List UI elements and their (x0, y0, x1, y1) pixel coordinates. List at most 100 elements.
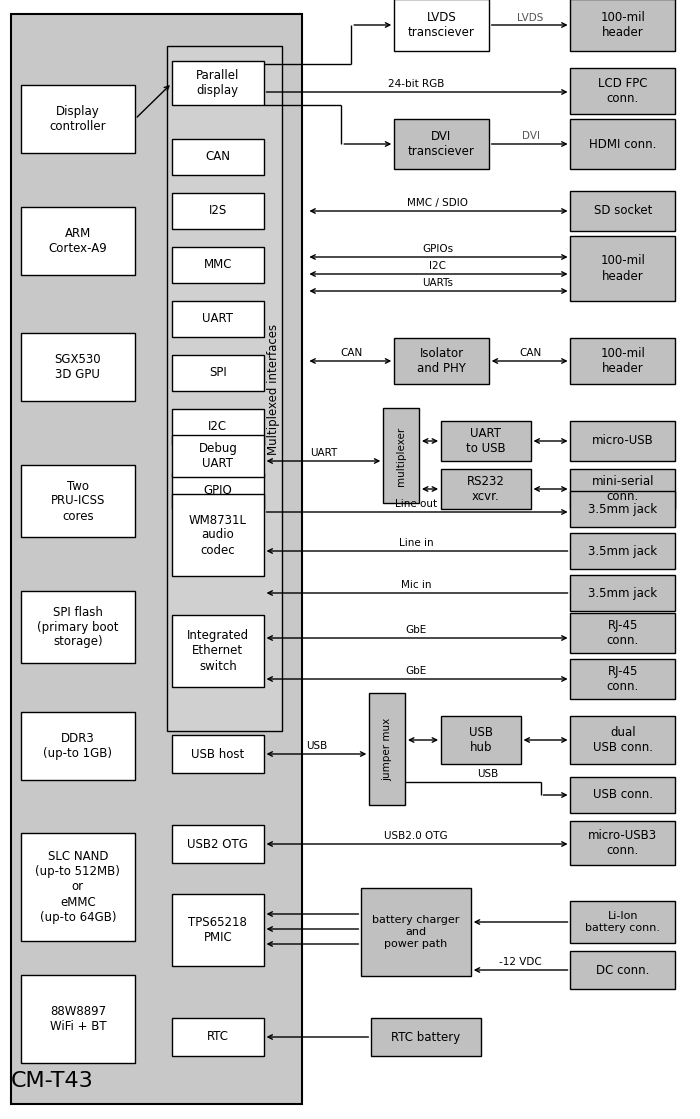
FancyBboxPatch shape (570, 236, 675, 301)
Text: RTC: RTC (206, 1031, 229, 1044)
Text: 100-mil
header: 100-mil header (601, 347, 645, 375)
Text: I2C: I2C (430, 261, 447, 271)
Text: Debug
UART: Debug UART (198, 442, 237, 470)
Text: USB: USB (477, 769, 498, 779)
Text: SLC NAND
(up-to 512MB)
or
eMMC
(up-to 64GB): SLC NAND (up-to 512MB) or eMMC (up-to 64… (36, 850, 120, 923)
FancyBboxPatch shape (570, 191, 675, 231)
FancyBboxPatch shape (172, 473, 264, 509)
Text: I2C: I2C (209, 421, 228, 433)
FancyBboxPatch shape (394, 338, 489, 384)
Text: DC conn.: DC conn. (596, 963, 650, 977)
FancyBboxPatch shape (371, 1018, 481, 1056)
FancyBboxPatch shape (20, 207, 135, 275)
FancyBboxPatch shape (172, 615, 264, 687)
Text: GPIO: GPIO (204, 485, 232, 498)
Text: USB host: USB host (191, 747, 244, 761)
FancyBboxPatch shape (10, 15, 302, 1104)
FancyBboxPatch shape (172, 301, 264, 337)
FancyBboxPatch shape (570, 716, 675, 764)
FancyBboxPatch shape (20, 591, 135, 662)
FancyBboxPatch shape (20, 975, 135, 1063)
Text: Display
controller: Display controller (50, 105, 106, 133)
Text: micro-USB3
conn.: micro-USB3 conn. (588, 829, 657, 857)
FancyBboxPatch shape (20, 712, 135, 780)
Text: Li-Ion
battery conn.: Li-Ion battery conn. (585, 911, 660, 933)
Text: MMC: MMC (204, 258, 232, 272)
FancyBboxPatch shape (383, 408, 419, 504)
Text: 24-bit RGB: 24-bit RGB (388, 79, 444, 90)
FancyBboxPatch shape (172, 410, 264, 445)
Text: battery charger
and
power path: battery charger and power path (372, 915, 460, 949)
FancyBboxPatch shape (441, 421, 531, 461)
Text: 100-mil
header: 100-mil header (601, 11, 645, 39)
FancyBboxPatch shape (369, 693, 405, 805)
FancyBboxPatch shape (570, 421, 675, 461)
Text: USB
hub: USB hub (469, 726, 493, 754)
FancyBboxPatch shape (172, 735, 264, 773)
Text: SD socket: SD socket (594, 205, 652, 217)
Text: mini-serial
conn.: mini-serial conn. (592, 474, 654, 504)
FancyBboxPatch shape (172, 247, 264, 283)
FancyBboxPatch shape (172, 825, 264, 863)
FancyBboxPatch shape (172, 62, 264, 105)
FancyBboxPatch shape (20, 466, 135, 537)
Text: UART: UART (310, 448, 337, 458)
FancyBboxPatch shape (394, 119, 489, 169)
Text: USB2.0 OTG: USB2.0 OTG (384, 831, 448, 841)
FancyBboxPatch shape (570, 491, 675, 527)
Text: LVDS: LVDS (517, 13, 544, 23)
Text: multiplexer: multiplexer (396, 426, 406, 486)
Text: micro-USB: micro-USB (592, 434, 654, 448)
Text: GbE: GbE (405, 666, 427, 676)
Text: Isolator
and PHY: Isolator and PHY (417, 347, 466, 375)
Text: DDR3
(up-to 1GB): DDR3 (up-to 1GB) (43, 732, 112, 760)
FancyBboxPatch shape (570, 533, 675, 568)
Text: 88W8897
WiFi + BT: 88W8897 WiFi + BT (50, 1005, 106, 1033)
FancyBboxPatch shape (172, 1018, 264, 1056)
FancyBboxPatch shape (441, 469, 531, 509)
Text: CAN: CAN (519, 348, 542, 358)
FancyBboxPatch shape (167, 46, 281, 731)
Text: GbE: GbE (405, 626, 427, 634)
Text: CAN: CAN (205, 150, 230, 163)
Text: LVDS
transciever: LVDS transciever (408, 11, 475, 39)
Text: SPI flash
(primary boot
storage): SPI flash (primary boot storage) (37, 605, 118, 649)
FancyBboxPatch shape (570, 119, 675, 169)
Text: Multiplexed interfaces: Multiplexed interfaces (267, 323, 280, 454)
FancyBboxPatch shape (570, 68, 675, 114)
FancyBboxPatch shape (172, 355, 264, 391)
Text: SPI: SPI (209, 367, 227, 379)
Text: USB: USB (306, 741, 327, 751)
FancyBboxPatch shape (361, 888, 471, 976)
FancyBboxPatch shape (570, 613, 675, 653)
FancyBboxPatch shape (570, 821, 675, 865)
FancyBboxPatch shape (570, 338, 675, 384)
Text: RTC battery: RTC battery (391, 1031, 461, 1044)
Text: UARTs: UARTs (423, 278, 454, 288)
Text: 100-mil
header: 100-mil header (601, 254, 645, 282)
FancyBboxPatch shape (441, 716, 521, 764)
FancyBboxPatch shape (570, 951, 675, 989)
Text: I2S: I2S (209, 205, 227, 217)
FancyBboxPatch shape (570, 901, 675, 943)
Text: DVI
transciever: DVI transciever (408, 130, 475, 158)
FancyBboxPatch shape (172, 435, 264, 477)
FancyBboxPatch shape (570, 777, 675, 814)
Text: jumper mux: jumper mux (382, 717, 392, 781)
FancyBboxPatch shape (20, 833, 135, 941)
Text: UART: UART (202, 312, 233, 326)
Text: CAN: CAN (340, 348, 363, 358)
Text: Parallel
display: Parallel display (196, 69, 239, 97)
Text: ARM
Cortex-A9: ARM Cortex-A9 (48, 227, 107, 255)
Text: SGX530
3D GPU: SGX530 3D GPU (55, 352, 102, 380)
Text: Integrated
Ethernet
switch: Integrated Ethernet switch (187, 630, 249, 673)
Text: USB conn.: USB conn. (593, 789, 653, 801)
Text: CM-T43: CM-T43 (11, 1071, 94, 1091)
Text: 3.5mm jack: 3.5mm jack (588, 545, 657, 557)
Text: MMC / SDIO: MMC / SDIO (407, 198, 468, 208)
Text: Line in: Line in (399, 538, 433, 548)
Text: WM8731L
audio
codec: WM8731L audio codec (189, 514, 247, 556)
Text: dual
USB conn.: dual USB conn. (593, 726, 653, 754)
FancyBboxPatch shape (570, 575, 675, 611)
Text: Mic in: Mic in (401, 580, 431, 590)
